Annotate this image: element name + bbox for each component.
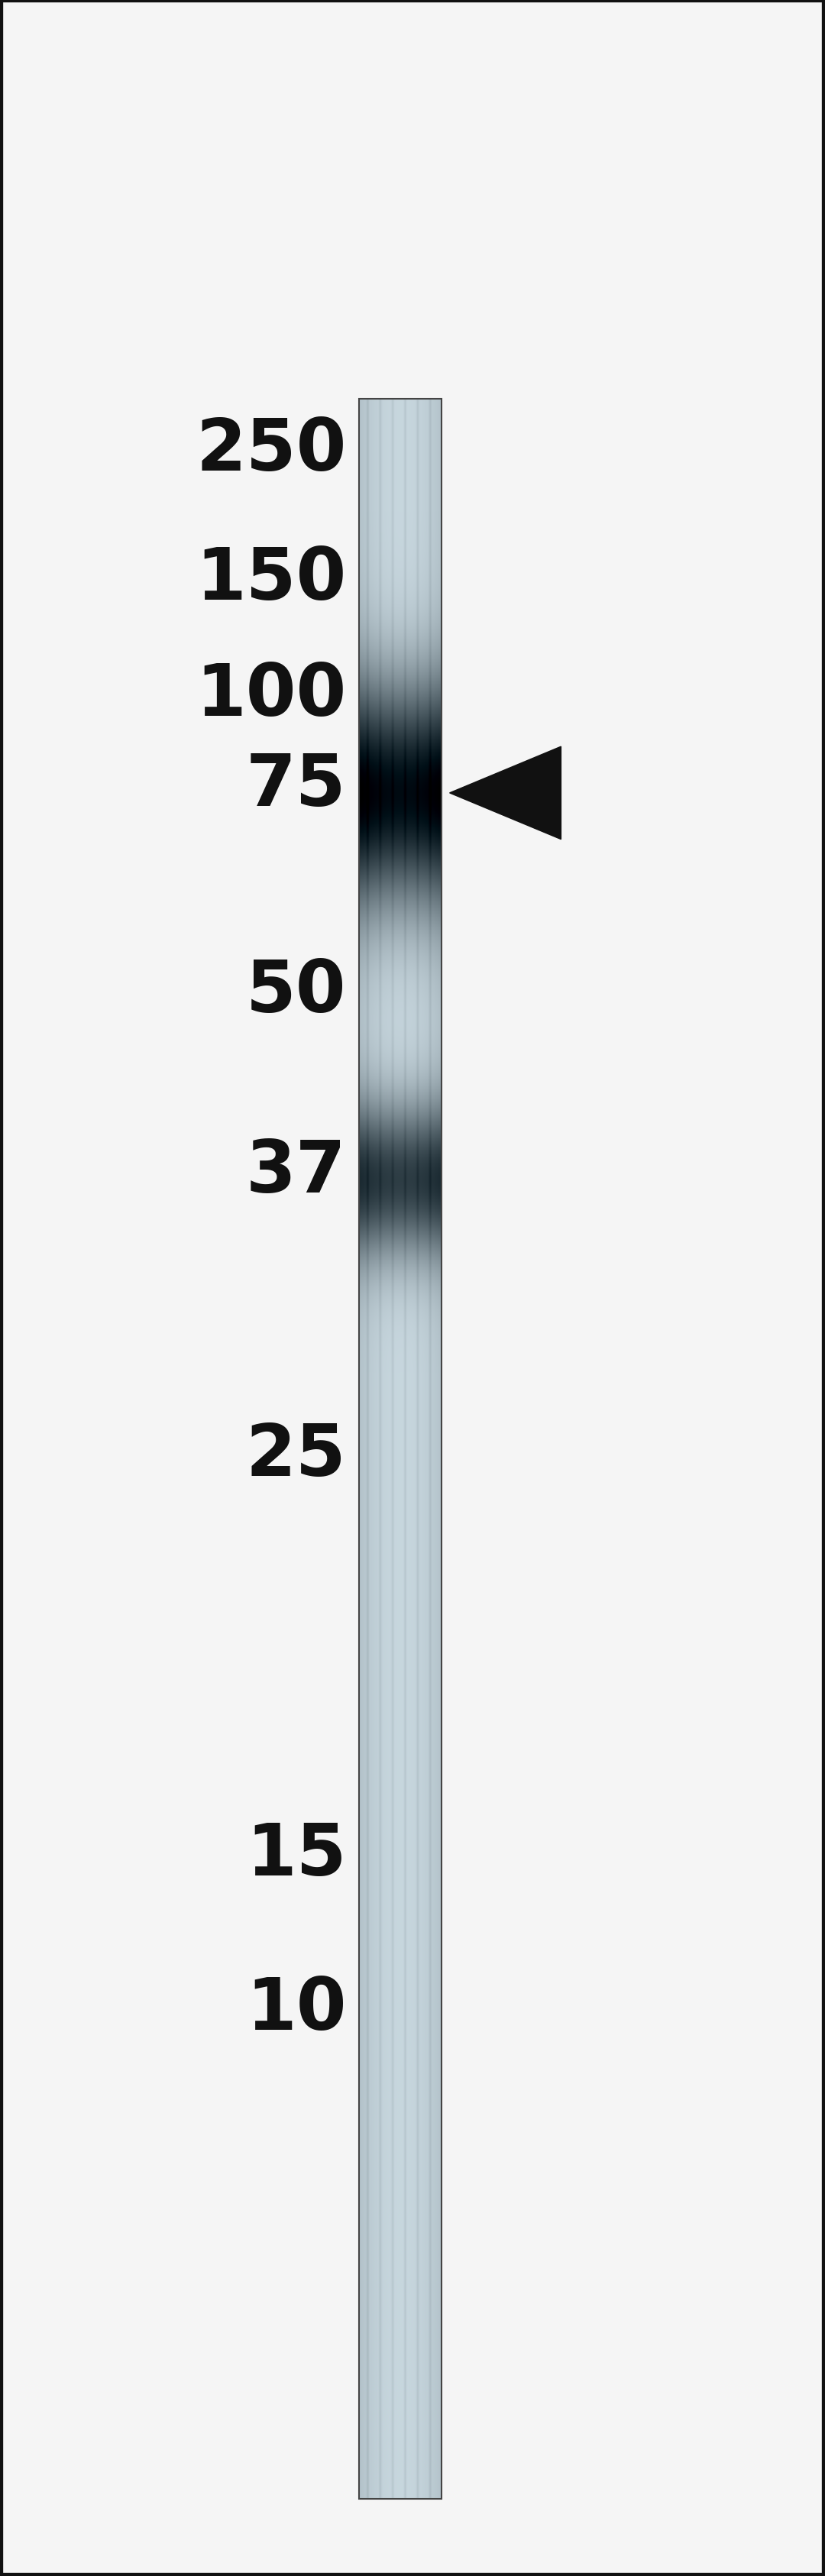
- Text: 25: 25: [246, 1419, 346, 1492]
- Text: 50: 50: [246, 956, 346, 1028]
- Text: 75: 75: [246, 750, 346, 822]
- Text: 150: 150: [196, 544, 346, 616]
- Text: 250: 250: [196, 415, 346, 487]
- Text: 100: 100: [196, 659, 346, 732]
- Text: 15: 15: [246, 1819, 346, 1891]
- Text: 10: 10: [246, 1973, 346, 2045]
- Bar: [359, 399, 441, 2499]
- Text: 37: 37: [246, 1136, 346, 1208]
- Polygon shape: [450, 747, 561, 840]
